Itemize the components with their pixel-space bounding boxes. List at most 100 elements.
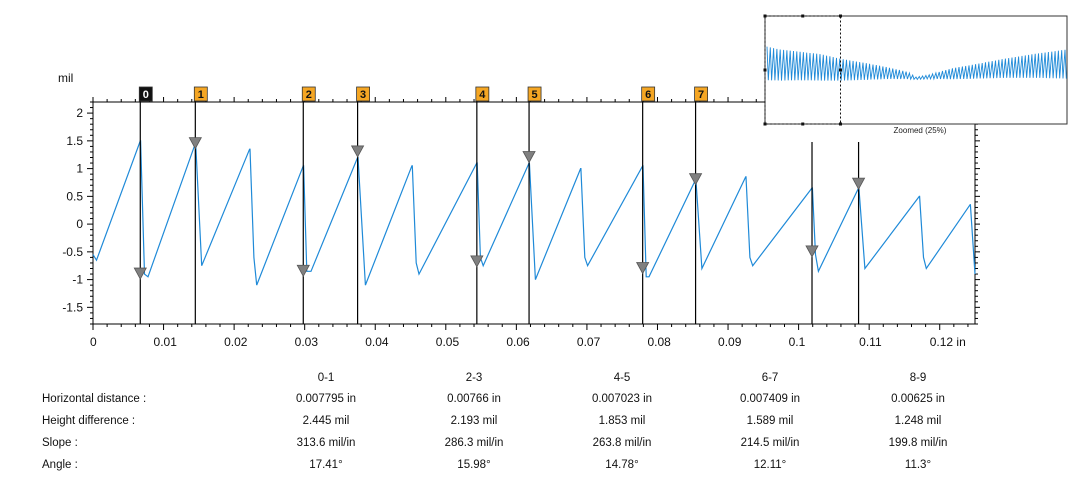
cursor-triangle-0[interactable] [133,267,147,280]
cursor-label-2: 2 [306,89,312,101]
table-cell: 1.589 mil [746,415,794,427]
results-header-row: 0-1 2-3 4-5 6-7 8-9 [42,368,992,388]
table-cell: 0.007409 in [739,393,801,405]
cursor-handle-4[interactable] [475,86,490,102]
selection-handle[interactable] [763,14,767,18]
row-label: Angle : [42,459,78,471]
column-header: 4-5 [613,372,631,384]
row-label: Height difference : [42,415,136,427]
results-table: 0-1 2-3 4-5 6-7 8-9 Horizontal distance … [42,368,992,476]
cursor-label-5: 5 [531,89,537,101]
cursor-handle-7[interactable] [694,86,708,102]
selection-handle[interactable] [839,68,842,72]
x-tick-label: 0.01 [154,335,178,349]
cursor-label-0: 0 [143,89,149,101]
cursor-label-6: 6 [645,89,651,101]
cursor-triangle-9[interactable] [851,177,866,190]
table-cell: 14.78° [605,459,639,471]
cursor-label-4: 4 [479,89,486,101]
x-tick-label: 0.07 [577,335,601,349]
table-cell: 0.007795 in [295,393,357,405]
y-tick-label: -1.5 [62,300,83,314]
y-tick-label: 1.5 [66,134,83,148]
x-tick-label: 0.02 [224,335,248,349]
table-row: Horizontal distance : 0.007795 in 0.0076… [42,388,992,410]
zoom-label: Zoomed (25%) [893,126,947,135]
cursor-handle-1[interactable] [193,86,208,102]
cursor-label-7: 7 [698,89,704,101]
table-cell: 0.007023 in [591,393,653,405]
y-tick-label: -0.5 [62,245,83,259]
x-tick-label: 0.1 [789,335,806,349]
table-cell: 263.8 mil/in [592,437,652,449]
overview-line [766,46,1067,81]
table-cell: 12.11° [753,459,787,471]
chart-axes: 0 0.01 0.02 0.03 0.04 0.05 0.06 0.07 0.08 0.09 0.1… [58,71,980,349]
overview-frame [764,15,1068,125]
table-cell: 1.248 mil [894,415,942,427]
table-cell: 313.6 mil/in [296,437,356,449]
table-cell: 11.3° [904,459,932,471]
cursor-triangle-2[interactable] [296,264,310,278]
table-cell: 0.00766 in [447,393,501,405]
profile-chart: 0 0.01 0.02 0.03 0.04 0.05 0.06 0.07 0.08 0.09 0.1… [58,14,1068,349]
table-cell: 15.98° [457,459,491,471]
x-tick-label: 0.06 [506,335,530,349]
cursor-triangle-5[interactable] [522,151,536,164]
x-tick-label: 0.04 [365,335,389,349]
column-header: 6-7 [761,372,779,384]
row-label: Horizontal distance : [42,393,147,405]
table-cell: 286.3 mil/in [444,437,504,449]
table-row: Height difference : 2.445 mil 2.193 mil … [42,410,992,432]
x-tick-label: 0.05 [436,335,460,349]
x-tick-label: 0.11 [859,335,882,349]
table-cell: 199.8 mil/in [888,437,948,449]
table-cell: 1.853 mil [598,415,646,427]
table-cell: 17.41° [309,459,343,471]
x-tick-label: 0.08 [647,335,671,349]
cursor-handle-0[interactable] [138,86,153,102]
profile-line [92,140,976,286]
selection-handle[interactable] [801,14,805,18]
y-tick-label: 1 [76,162,83,176]
x-tick-label: 0 [90,335,97,349]
y-tick-label: 0.5 [66,189,83,203]
selection-handle[interactable] [839,14,842,18]
cursor-label-3: 3 [360,89,366,101]
cursor-handle-3[interactable] [356,86,371,102]
cursor-triangle-8[interactable] [805,245,819,258]
table-cell: 0.00625 in [891,393,945,405]
cursor-handle-2[interactable] [301,86,316,102]
x-tick-label: 0.03 [295,335,319,349]
table-row: Angle : 17.41° 15.98° 14.78° 12.11° 11.3… [42,454,992,476]
cursor-triangle-6[interactable] [635,262,650,275]
cursor-label-1: 1 [198,89,204,101]
selection-handle[interactable] [763,68,767,72]
cursor-markers: 0 1 2 3 4 5 6 7 [133,86,866,324]
table-cell: 2.193 mil [450,415,498,427]
table-cell: 214.5 mil/in [740,437,800,449]
cursor-handle-6[interactable] [641,86,656,102]
row-label: Slope : [42,437,78,449]
profile-series [92,140,976,286]
table-row: Slope : 313.6 mil/in 286.3 mil/in 263.8 … [42,432,992,454]
selection-handle[interactable] [839,122,842,126]
cursor-handle-5[interactable] [527,86,542,102]
column-header: 8-9 [909,372,927,384]
table-cell: 2.445 mil [302,415,350,427]
zoom-overview[interactable] [763,14,1068,126]
column-header: 2-3 [465,372,483,384]
cursor-triangle-3[interactable] [350,145,365,158]
selection-handle[interactable] [763,122,767,126]
cursor-triangle-4[interactable] [470,255,484,268]
column-header: 0-1 [317,372,335,384]
selection-handle[interactable] [801,122,805,126]
x-tick-label: 0.09 [718,335,742,349]
y-tick-label: -1 [72,273,83,287]
y-unit-label: mil [58,71,73,85]
y-tick-label: 2 [76,106,83,120]
cursor-triangle-1[interactable] [188,137,202,150]
y-tick-label: 0 [76,217,83,231]
cursor-triangle-7[interactable] [688,173,703,186]
x-tick-label: 0.12 in [930,335,966,349]
